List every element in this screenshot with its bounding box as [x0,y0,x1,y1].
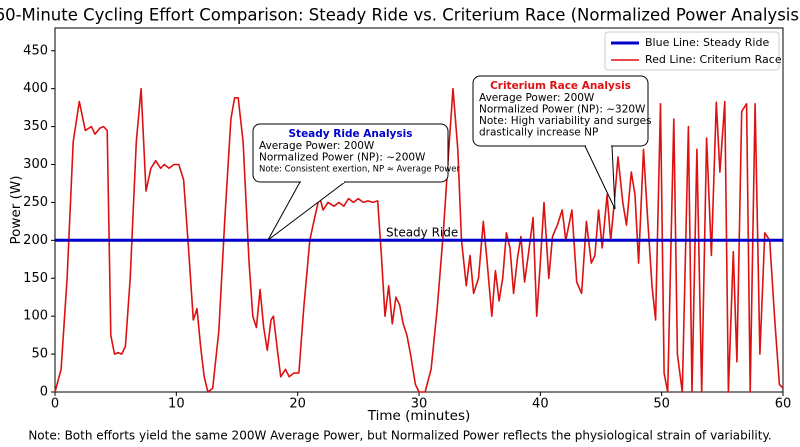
x-tick-label: 50 [653,397,670,412]
x-tick-label: 30 [411,397,428,412]
line-label: Steady Ride [386,226,458,240]
x-tick-label: 40 [532,397,549,412]
y-axis-label: Power (W) [8,176,24,245]
callout-pointer [584,145,616,210]
callout-line: Normalized Power (NP): ~320W [479,104,646,116]
x-tick-label: 20 [289,397,306,412]
y-tick-label: 100 [23,309,48,324]
callout-seam [586,145,611,147]
callout-pointer [267,181,346,241]
legend-label: Blue Line: Steady Ride [645,36,769,49]
y-tick-label: 50 [31,347,48,362]
y-tick-label: 0 [40,385,48,400]
x-axis-label: Time (minutes) [367,408,471,424]
x-tick-label: 10 [168,397,185,412]
y-tick-label: 350 [23,119,48,134]
callout-box [252,123,449,183]
footnote: Note: Both efforts yield the same 200W A… [28,429,771,443]
callout-line: Average Power: 200W [479,92,595,104]
y-tick-label: 200 [23,233,48,248]
callout-line: Normalized Power (NP): ~200W [259,152,426,164]
callout-detail: Note: Consistent exertion, NP ≈ Average … [259,165,460,175]
plot-frame [54,27,784,393]
callout-title: Criterium Race Analysis [490,80,631,92]
callout-line: Note: High variability and surges [479,115,652,127]
callout-line: drastically increase NP [479,127,598,139]
y-tick-label: 150 [23,271,48,286]
legend-label: Red Line: Criterium Race [645,53,782,66]
legend-box [604,31,780,71]
x-tick-label: 0 [51,397,59,412]
callout-line: Average Power: 200W [259,140,375,152]
data-line [54,87,784,393]
callout-seam [301,181,344,183]
y-tick-label: 400 [23,81,48,96]
y-tick-label: 300 [23,157,48,172]
y-tick-label: 450 [23,43,48,58]
chart-title: 60-Minute Cycling Effort Comparison: Ste… [0,6,800,25]
callout-box [472,75,649,147]
callout-title: Steady Ride Analysis [288,128,412,140]
y-tick-label: 250 [23,195,48,210]
x-tick-label: 60 [775,397,792,412]
